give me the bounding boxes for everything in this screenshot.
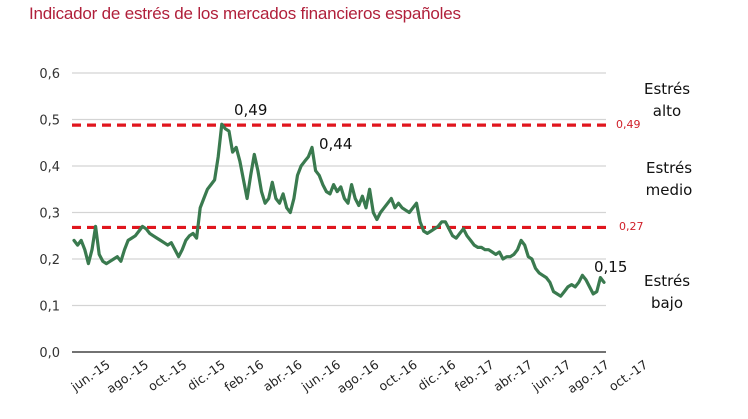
y-tick-label: 0,1 <box>39 300 60 315</box>
zone-high-line1: Estrés <box>643 80 691 98</box>
x-tick-label: jun.-15 <box>67 357 112 395</box>
x-tick-label: oct.-16 <box>375 357 420 394</box>
peak-annotation-0-49: 0,49 <box>234 101 267 119</box>
y-tick-label: 0,3 <box>39 207 60 222</box>
x-tick-label: ago.-17 <box>564 357 611 396</box>
zone-label-low: Estrés bajo <box>632 270 702 314</box>
x-tick-label: feb.-16 <box>221 357 266 395</box>
zone-label-high: Estrés alto <box>632 78 702 122</box>
threshold-label-high: 0,49 <box>616 118 641 131</box>
zone-high-line2: alto <box>652 102 682 120</box>
zone-low-line2: bajo <box>650 294 684 312</box>
x-tick-label: oct.-15 <box>145 357 189 394</box>
y-axis: 0,0 0,1 0,2 0,3 0,4 0,5 0,6 <box>39 67 60 361</box>
x-tick-label: abr.-17 <box>490 357 535 395</box>
y-tick-label: 0,6 <box>39 67 60 82</box>
x-tick-label: dic.-16 <box>415 357 459 394</box>
peak-annotation-0-44: 0,44 <box>319 135 352 153</box>
zone-label-medium: Estrés medio <box>632 157 706 201</box>
zone-low-line1: Estrés <box>643 272 691 290</box>
y-tick-label: 0,0 <box>39 346 60 361</box>
threshold-label-low: 0,27 <box>619 220 644 233</box>
x-tick-label: dic.-15 <box>184 357 228 394</box>
x-tick-label: oct.-17 <box>606 357 650 394</box>
last-value-annotation: 0,15 <box>594 258 627 276</box>
zone-medium-line2: medio <box>645 181 693 199</box>
y-tick-label: 0,4 <box>39 160 60 175</box>
x-tick-label: abr.-16 <box>260 357 305 395</box>
x-tick-label: feb.-17 <box>452 357 497 395</box>
x-axis: jun.-15ago.-15oct.-15dic.-15feb.-16abr.-… <box>67 357 650 397</box>
stress-index-line <box>72 122 606 298</box>
x-tick-label: jun.-17 <box>528 357 573 395</box>
gridlines <box>72 72 606 353</box>
chart-title: Indicador de estrés de los mercados fina… <box>29 4 461 23</box>
y-tick-label: 0,5 <box>39 114 60 129</box>
x-tick-label: ago.-15 <box>104 357 151 396</box>
y-tick-label: 0,2 <box>39 253 60 268</box>
zone-medium-line1: Estrés <box>645 159 693 177</box>
x-tick-label: ago.-16 <box>334 357 381 397</box>
x-tick-label: jun.-16 <box>298 357 343 395</box>
